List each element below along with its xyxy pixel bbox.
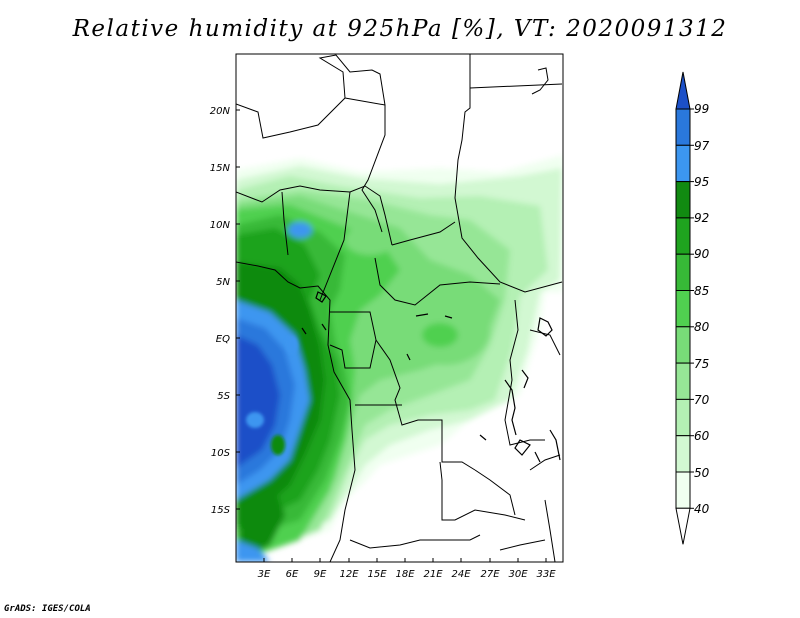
colorbar-label-92: 92 [694, 211, 709, 225]
lon-label-27e: 27E [480, 569, 500, 580]
colorbar-top-arrow [675, 71, 691, 110]
colorbar-label-40: 40 [694, 502, 710, 516]
colorbar-label-80: 80 [694, 320, 710, 334]
lat-label-15s: 15S [211, 505, 231, 516]
lat-label-eq: EQ [216, 334, 230, 345]
chart-title: Relative humidity at 925hPa [%], VT: 202… [72, 16, 728, 42]
colorbar-segment [675, 362, 691, 400]
colorbar-segment [675, 435, 691, 473]
lake-outlines [301, 291, 561, 463]
lat-label-20n: 20N [210, 106, 231, 117]
lon-label-12e: 12E [339, 569, 359, 580]
lat-label-10s: 10S [211, 448, 231, 459]
colorbar-label-99: 99 [694, 102, 709, 116]
lon-label-30e: 30E [508, 569, 528, 580]
colorbar-bottom-arrow [675, 507, 691, 545]
colorbar-label-70: 70 [694, 393, 710, 407]
lon-label-9e: 9E [314, 569, 327, 580]
humidity-field [236, 54, 563, 562]
colorbar-label-97: 97 [694, 139, 710, 153]
colorbar-segment [675, 108, 691, 146]
lon-label-15e: 15E [367, 569, 387, 580]
colorbar-segment [675, 471, 691, 509]
colorbar-segment [675, 326, 691, 364]
longitude-axis: 3E 6E 9E 12E 15E 18E 21E 24E 27E 30E 33E [258, 558, 556, 580]
colorbar-label-95: 95 [694, 175, 709, 189]
colorbar-label-75: 75 [694, 357, 709, 371]
lon-label-6e: 6E [286, 569, 299, 580]
lat-label-15n: 15N [210, 163, 231, 174]
colorbar-segment [675, 144, 691, 183]
credit-label: GrADS: IGES/COLA [4, 604, 91, 614]
lon-label-3e: 3E [258, 569, 271, 580]
map-frame [235, 53, 564, 563]
lat-label-5s: 5S [217, 391, 230, 402]
colorbar-segment [675, 217, 691, 255]
lat-label-10n: 10N [210, 220, 231, 231]
colorbar-segment [675, 398, 691, 437]
colorbar-segment [675, 181, 691, 219]
lon-label-24e: 24E [451, 569, 471, 580]
latitude-axis: 20N 15N 10N 5N EQ 5S 10S 15S [210, 106, 240, 516]
colorbar-label-90: 90 [694, 247, 710, 261]
colorbar-label-60: 60 [694, 429, 710, 443]
lon-label-33e: 33E [536, 569, 556, 580]
lon-label-21e: 21E [423, 569, 443, 580]
colorbar-label-50: 50 [694, 466, 710, 480]
lat-label-5n: 5N [216, 277, 230, 288]
colorbar-label-85: 85 [694, 284, 709, 298]
colorbar-segment [675, 290, 691, 328]
colorbar-segment [675, 253, 691, 291]
colorbar: 99 97 95 92 90 85 80 75 70 60 50 40 [675, 71, 710, 545]
lon-label-18e: 18E [395, 569, 415, 580]
boundary-lines [236, 54, 563, 562]
